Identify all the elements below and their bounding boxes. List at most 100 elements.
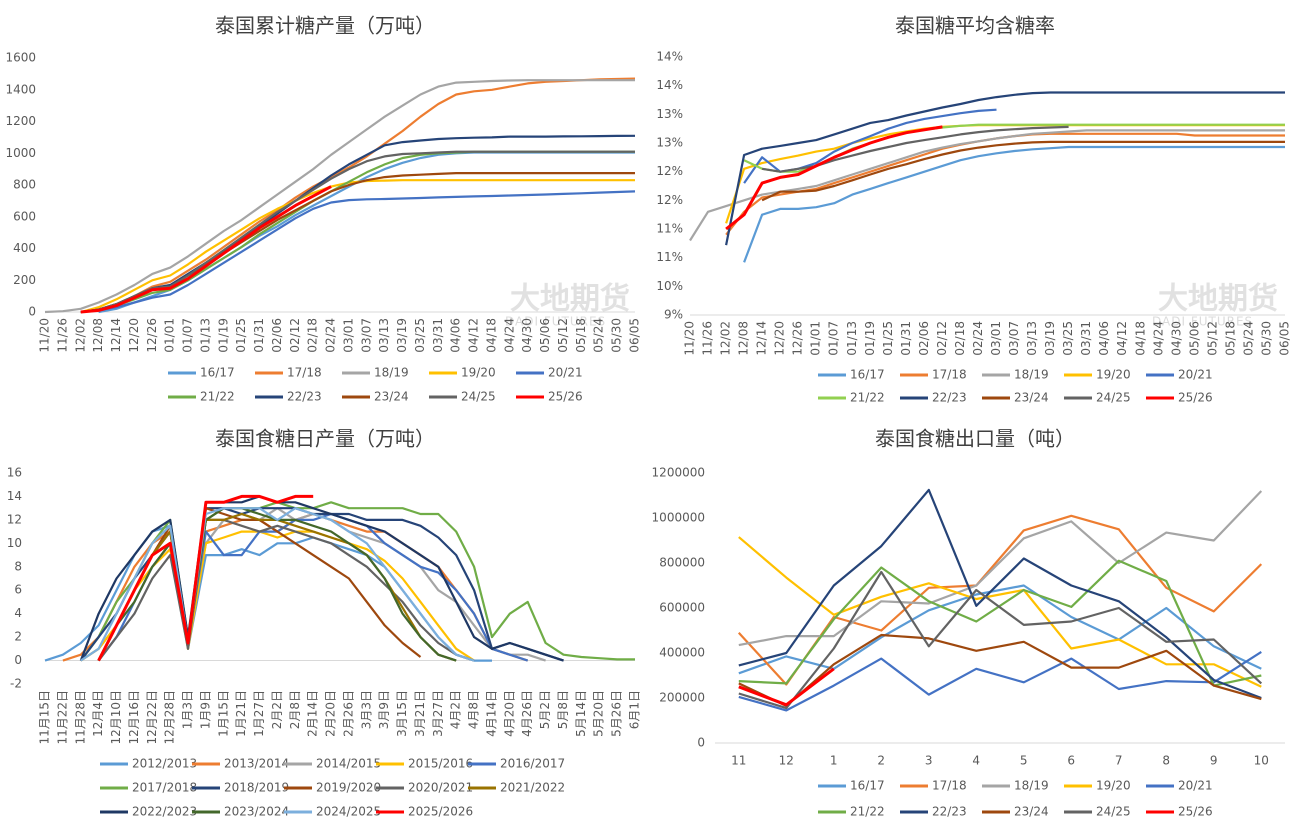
x-tick-label: 01/13 bbox=[845, 321, 859, 356]
x-tick-label: 04/24 bbox=[1151, 321, 1165, 356]
x-tick-label: 04/12 bbox=[1115, 321, 1129, 356]
x-tick-label: 05/24 bbox=[1241, 321, 1255, 356]
series-line bbox=[80, 190, 636, 314]
series-line bbox=[80, 185, 332, 314]
x-tick-label: 01/19 bbox=[863, 321, 877, 356]
y-tick-label: 16 bbox=[7, 466, 22, 480]
x-tick-label: 11/20 bbox=[683, 321, 697, 356]
legend-label: 25/26 bbox=[548, 390, 583, 404]
legend-label: 23/24 bbox=[374, 390, 409, 404]
x-tick-label: 03/07 bbox=[359, 318, 373, 353]
series-line bbox=[738, 667, 835, 707]
x-tick-label: 3月9日 bbox=[377, 690, 391, 729]
x-tick-label: 11月15日 bbox=[38, 690, 52, 745]
x-tick-label: 1月9日 bbox=[198, 690, 212, 729]
x-tick-label: 3月27日 bbox=[431, 690, 445, 737]
x-tick-label: 12月16日 bbox=[127, 690, 141, 745]
x-tick-label: 06/05 bbox=[628, 318, 642, 353]
y-tick-label: 11% bbox=[656, 250, 683, 264]
x-tick-label: 03/31 bbox=[1079, 321, 1093, 356]
x-tick-label: 2月2日 bbox=[270, 690, 284, 729]
legend-label: 16/17 bbox=[850, 779, 885, 793]
x-tick-label: 11 bbox=[731, 754, 746, 768]
series-line bbox=[725, 91, 1285, 246]
y-tick-label: 8 bbox=[14, 559, 22, 573]
x-tick-label: 2月26日 bbox=[341, 690, 355, 737]
legend-label: 2023/2024 bbox=[224, 805, 289, 819]
series-line bbox=[80, 150, 635, 314]
x-tick-label: 12月4日 bbox=[91, 690, 105, 737]
x-tick-label: 02/24 bbox=[324, 318, 338, 353]
watermark: DADI FUTURES bbox=[505, 315, 606, 329]
legend-label: 17/18 bbox=[287, 366, 322, 380]
x-tick-label: 12/14 bbox=[109, 318, 123, 353]
legend-label: 2021/2022 bbox=[500, 781, 565, 795]
series-line bbox=[689, 129, 1285, 242]
legend-label: 19/20 bbox=[1096, 368, 1131, 382]
x-tick-label: 01/01 bbox=[163, 318, 177, 353]
series-line bbox=[80, 530, 475, 662]
x-tick-label: 05/12 bbox=[556, 318, 570, 353]
x-tick-label: 1月15日 bbox=[216, 690, 230, 737]
legend-label: 21/22 bbox=[200, 390, 235, 404]
x-tick-label: 12月22日 bbox=[145, 690, 159, 745]
y-tick-label: 10 bbox=[7, 536, 22, 550]
x-tick-label: 06/05 bbox=[1278, 321, 1292, 356]
legend-label: 20/21 bbox=[1178, 779, 1213, 793]
legend-label: 2016/2017 bbox=[500, 757, 565, 771]
x-tick-label: 5月14日 bbox=[574, 690, 588, 737]
y-tick-label: 14% bbox=[656, 50, 683, 64]
series-line bbox=[738, 570, 1263, 710]
x-tick-label: 05/18 bbox=[574, 318, 588, 353]
series-line bbox=[743, 145, 1285, 263]
legend-label: 2020/2021 bbox=[408, 781, 473, 795]
x-tick-label: 04/18 bbox=[1133, 321, 1147, 356]
legend-label: 16/17 bbox=[200, 366, 235, 380]
y-tick-label: -2 bbox=[10, 677, 22, 691]
x-tick-label: 01/07 bbox=[181, 318, 195, 353]
x-tick-label: 05/12 bbox=[1205, 321, 1219, 356]
chart-title: 泰国糖平均含糖率 bbox=[895, 14, 1055, 38]
y-tick-label: 1000 bbox=[5, 146, 36, 160]
x-tick-label: 12/14 bbox=[755, 321, 769, 356]
x-tick-label: 02/12 bbox=[288, 318, 302, 353]
x-tick-label: 5月20日 bbox=[592, 690, 606, 737]
series-line bbox=[44, 79, 635, 314]
x-tick-label: 5月26日 bbox=[610, 690, 624, 737]
x-tick-label: 2月8日 bbox=[288, 690, 302, 729]
chart-title: 泰国累计糖产量（万吨） bbox=[215, 14, 435, 38]
x-tick-label: 05/18 bbox=[1223, 321, 1237, 356]
x-tick-label: 12月28日 bbox=[163, 690, 177, 745]
x-tick-label: 05/30 bbox=[610, 318, 624, 353]
x-tick-label: 7 bbox=[1115, 754, 1123, 768]
y-tick-label: 800 bbox=[13, 178, 36, 192]
x-tick-label: 01/19 bbox=[216, 318, 230, 353]
x-tick-label: 3月15日 bbox=[395, 690, 409, 737]
x-tick-label: 6 bbox=[1067, 754, 1075, 768]
x-tick-label: 04/30 bbox=[1169, 321, 1183, 356]
x-tick-label: 12/08 bbox=[91, 318, 105, 353]
x-tick-label: 01/25 bbox=[234, 318, 248, 353]
y-tick-label: 0 bbox=[28, 305, 36, 319]
legend-label: 17/18 bbox=[932, 779, 967, 793]
x-tick-label: 02/06 bbox=[917, 321, 931, 356]
x-tick-label: 3 bbox=[925, 754, 933, 768]
x-tick-label: 03/13 bbox=[377, 318, 391, 353]
x-tick-label: 03/31 bbox=[431, 318, 445, 353]
legend-label: 20/21 bbox=[1178, 368, 1213, 382]
y-tick-label: 1200 bbox=[5, 114, 36, 128]
legend-label: 2014/2015 bbox=[316, 757, 381, 771]
series-line bbox=[79, 495, 564, 662]
y-tick-label: 1600 bbox=[5, 51, 36, 65]
x-tick-label: 11月22日 bbox=[55, 690, 69, 745]
x-tick-label: 4月2日 bbox=[449, 690, 463, 729]
x-tick-label: 04/18 bbox=[484, 318, 498, 353]
x-tick-label: 04/06 bbox=[449, 318, 463, 353]
legend-label: 18/19 bbox=[374, 366, 409, 380]
x-tick-label: 2 bbox=[877, 754, 885, 768]
legend-label: 2017/2018 bbox=[132, 781, 197, 795]
x-tick-label: 4月20日 bbox=[502, 690, 516, 737]
legend-label: 2018/2019 bbox=[224, 781, 289, 795]
x-tick-label: 11/26 bbox=[55, 318, 69, 353]
